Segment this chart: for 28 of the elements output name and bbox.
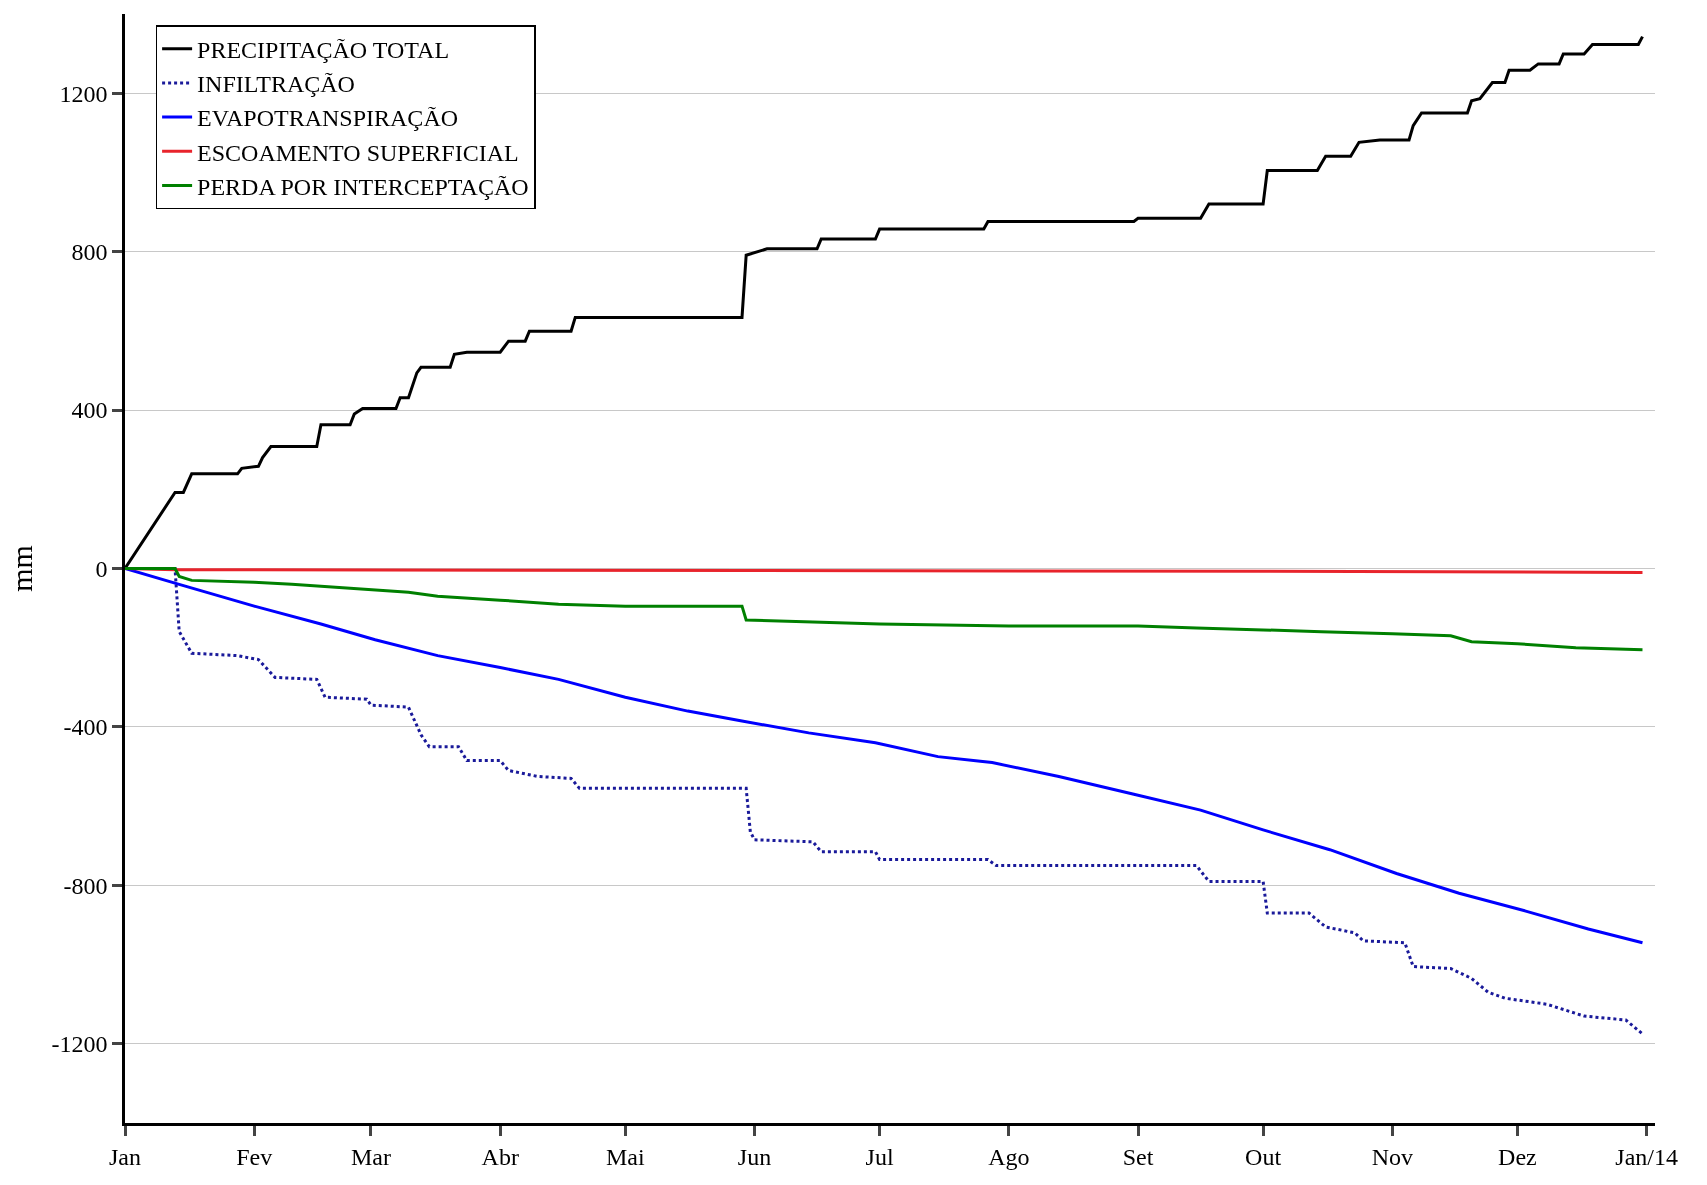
y-tick-label: -400 (63, 714, 108, 741)
x-tick-label: Jul (865, 1143, 894, 1170)
line-series (125, 567, 1644, 945)
x-tick-label: Jan (109, 1143, 141, 1170)
legend-label: INFILTRAÇÃO (197, 71, 355, 98)
y-tick-label: 800 (71, 239, 108, 266)
legend-label: PERDA POR INTERCEPTAÇÃO (197, 173, 529, 200)
legend-label: PRECIPITAÇÃO TOTAL (197, 37, 450, 64)
y-tick-label: -800 (63, 872, 108, 899)
x-tick-label: Mai (605, 1143, 645, 1170)
y-tick-label: 0 (95, 555, 108, 582)
y-tick-label: 1200 (59, 80, 108, 107)
x-tick-label: Ago (988, 1143, 1030, 1170)
x-tick-label: Abr (481, 1143, 519, 1170)
x-tick-label: Nov (1371, 1143, 1414, 1170)
x-tick-label: Mar (350, 1143, 391, 1170)
x-tick-label: Fev (236, 1143, 273, 1170)
x-tick-label: Out (1245, 1143, 1282, 1170)
y-axis-title: mm (5, 545, 39, 592)
line-series (125, 567, 1644, 652)
legend-label: ESCOAMENTO SUPERFICIAL (197, 139, 519, 166)
y-tick-label: 400 (71, 397, 108, 424)
legend-label: EVAPOTRANSPIRAÇÃO (197, 105, 459, 132)
x-tick-label: Jan/14 (1615, 1143, 1678, 1170)
x-tick-label: Dez (1498, 1143, 1537, 1170)
y-tick-label: -1200 (51, 1031, 108, 1058)
x-tick-label: Jun (737, 1143, 772, 1170)
x-tick-label: Set (1122, 1143, 1154, 1170)
